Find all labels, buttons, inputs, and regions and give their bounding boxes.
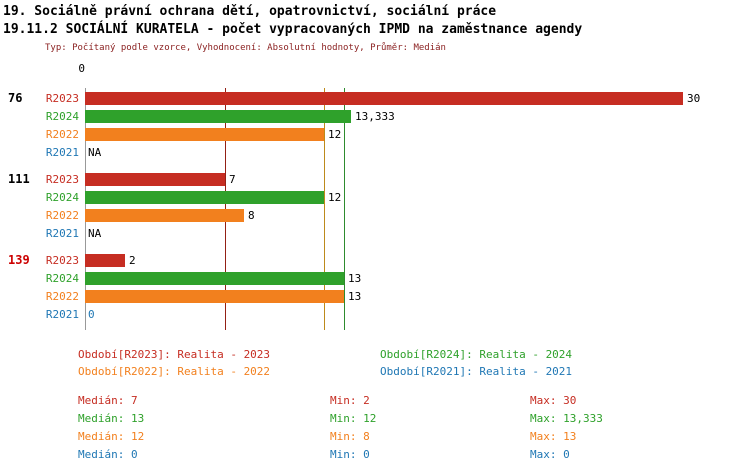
series-label-R2024: R2024 [45,272,79,285]
group-label: 76 [8,91,23,105]
bar-row: R2024 12 [0,189,750,207]
stat-max-R2024: Max: 13,333 [530,412,603,425]
indicator-title: 19.11.2 SOCIÁLNÍ KURATELA - počet vyprac… [3,22,583,37]
median-line-R2024 [344,88,345,330]
bar-value-R2024: 13,333 [355,110,395,123]
series-label-R2023: R2023 [45,92,79,105]
bar-value-R2022: 8 [248,209,255,222]
bar-row: R2021 0 [0,306,750,324]
median-line-R2022 [324,88,325,330]
legend-item-R2021: Období[R2021]: Realita - 2021 [380,365,573,378]
stat-max-R2023: Max: 30 [530,394,577,407]
bar-row: R2022 12 [0,126,750,144]
bar-row: R2021 NA [0,225,750,243]
series-label-R2024: R2024 [45,191,79,204]
bar-row: R2024 13 [0,270,750,288]
bar-R2024 [85,110,351,123]
bar-row: R2023 2 [0,252,750,270]
stat-median-R2023: Medián: 7 [78,394,138,407]
stat-min-R2023: Min: 2 [330,394,370,407]
bar-value-R2021: 0 [88,308,95,321]
bar-value-R2022: 12 [328,128,342,141]
bar-R2024 [85,272,344,285]
bar-value-R2021: NA [88,146,102,159]
bar-R2023 [85,254,125,267]
bar-R2022 [85,128,324,141]
group-label: 111 [8,172,30,186]
legend-item-R2023: Období[R2023]: Realita - 2023 [78,348,271,361]
stat-median-R2021: Medián: 0 [78,448,138,461]
legend-item-R2022: Období[R2022]: Realita - 2022 [78,365,271,378]
bar-row: R2022 8 [0,207,750,225]
bar-value-R2022: 13 [348,290,362,303]
series-label-R2021: R2021 [45,308,79,321]
series-label-R2023: R2023 [45,173,79,186]
series-label-R2022: R2022 [45,290,79,303]
bar-R2023 [85,92,683,105]
bar-value-R2024: 13 [348,272,362,285]
bar-value-R2023: 30 [687,92,701,105]
stat-max-R2021: Max: 0 [530,448,570,461]
series-label-R2022: R2022 [45,209,79,222]
group-label: 139 [8,253,30,267]
legend-item-R2024: Období[R2024]: Realita - 2024 [380,348,573,361]
bar-R2024 [85,191,324,204]
series-label-R2021: R2021 [45,227,79,240]
stat-median-R2022: Medián: 12 [78,430,145,443]
bar-R2023 [85,173,225,186]
stat-min-R2024: Min: 12 [330,412,377,425]
stat-median-R2024: Medián: 13 [78,412,145,425]
bar-row: R2022 13 [0,288,750,306]
series-label-R2024: R2024 [45,110,79,123]
bar-R2022 [85,209,244,222]
series-label-R2022: R2022 [45,128,79,141]
x-axis-zero-label: 0 [78,62,85,75]
series-label-R2023: R2023 [45,254,79,267]
report-section-title: 19. Sociálně právní ochrana dětí, opatro… [3,4,497,19]
stat-min-R2021: Min: 0 [330,448,370,461]
series-label-R2021: R2021 [45,146,79,159]
indicator-meta: Typ: Počítaný podle vzorce, Vyhodnocení:… [45,43,446,53]
bar-row: R2021 NA [0,144,750,162]
bar-row: R2023 7 [0,171,750,189]
stat-min-R2022: Min: 8 [330,430,370,443]
bar-R2022 [85,290,344,303]
bar-value-R2023: 7 [229,173,236,186]
stat-max-R2022: Max: 13 [530,430,577,443]
bar-row: R2023 30 [0,90,750,108]
bar-value-R2021: NA [88,227,102,240]
bar-row: R2024 13,333 [0,108,750,126]
bar-value-R2023: 2 [129,254,136,267]
bar-value-R2024: 12 [328,191,342,204]
